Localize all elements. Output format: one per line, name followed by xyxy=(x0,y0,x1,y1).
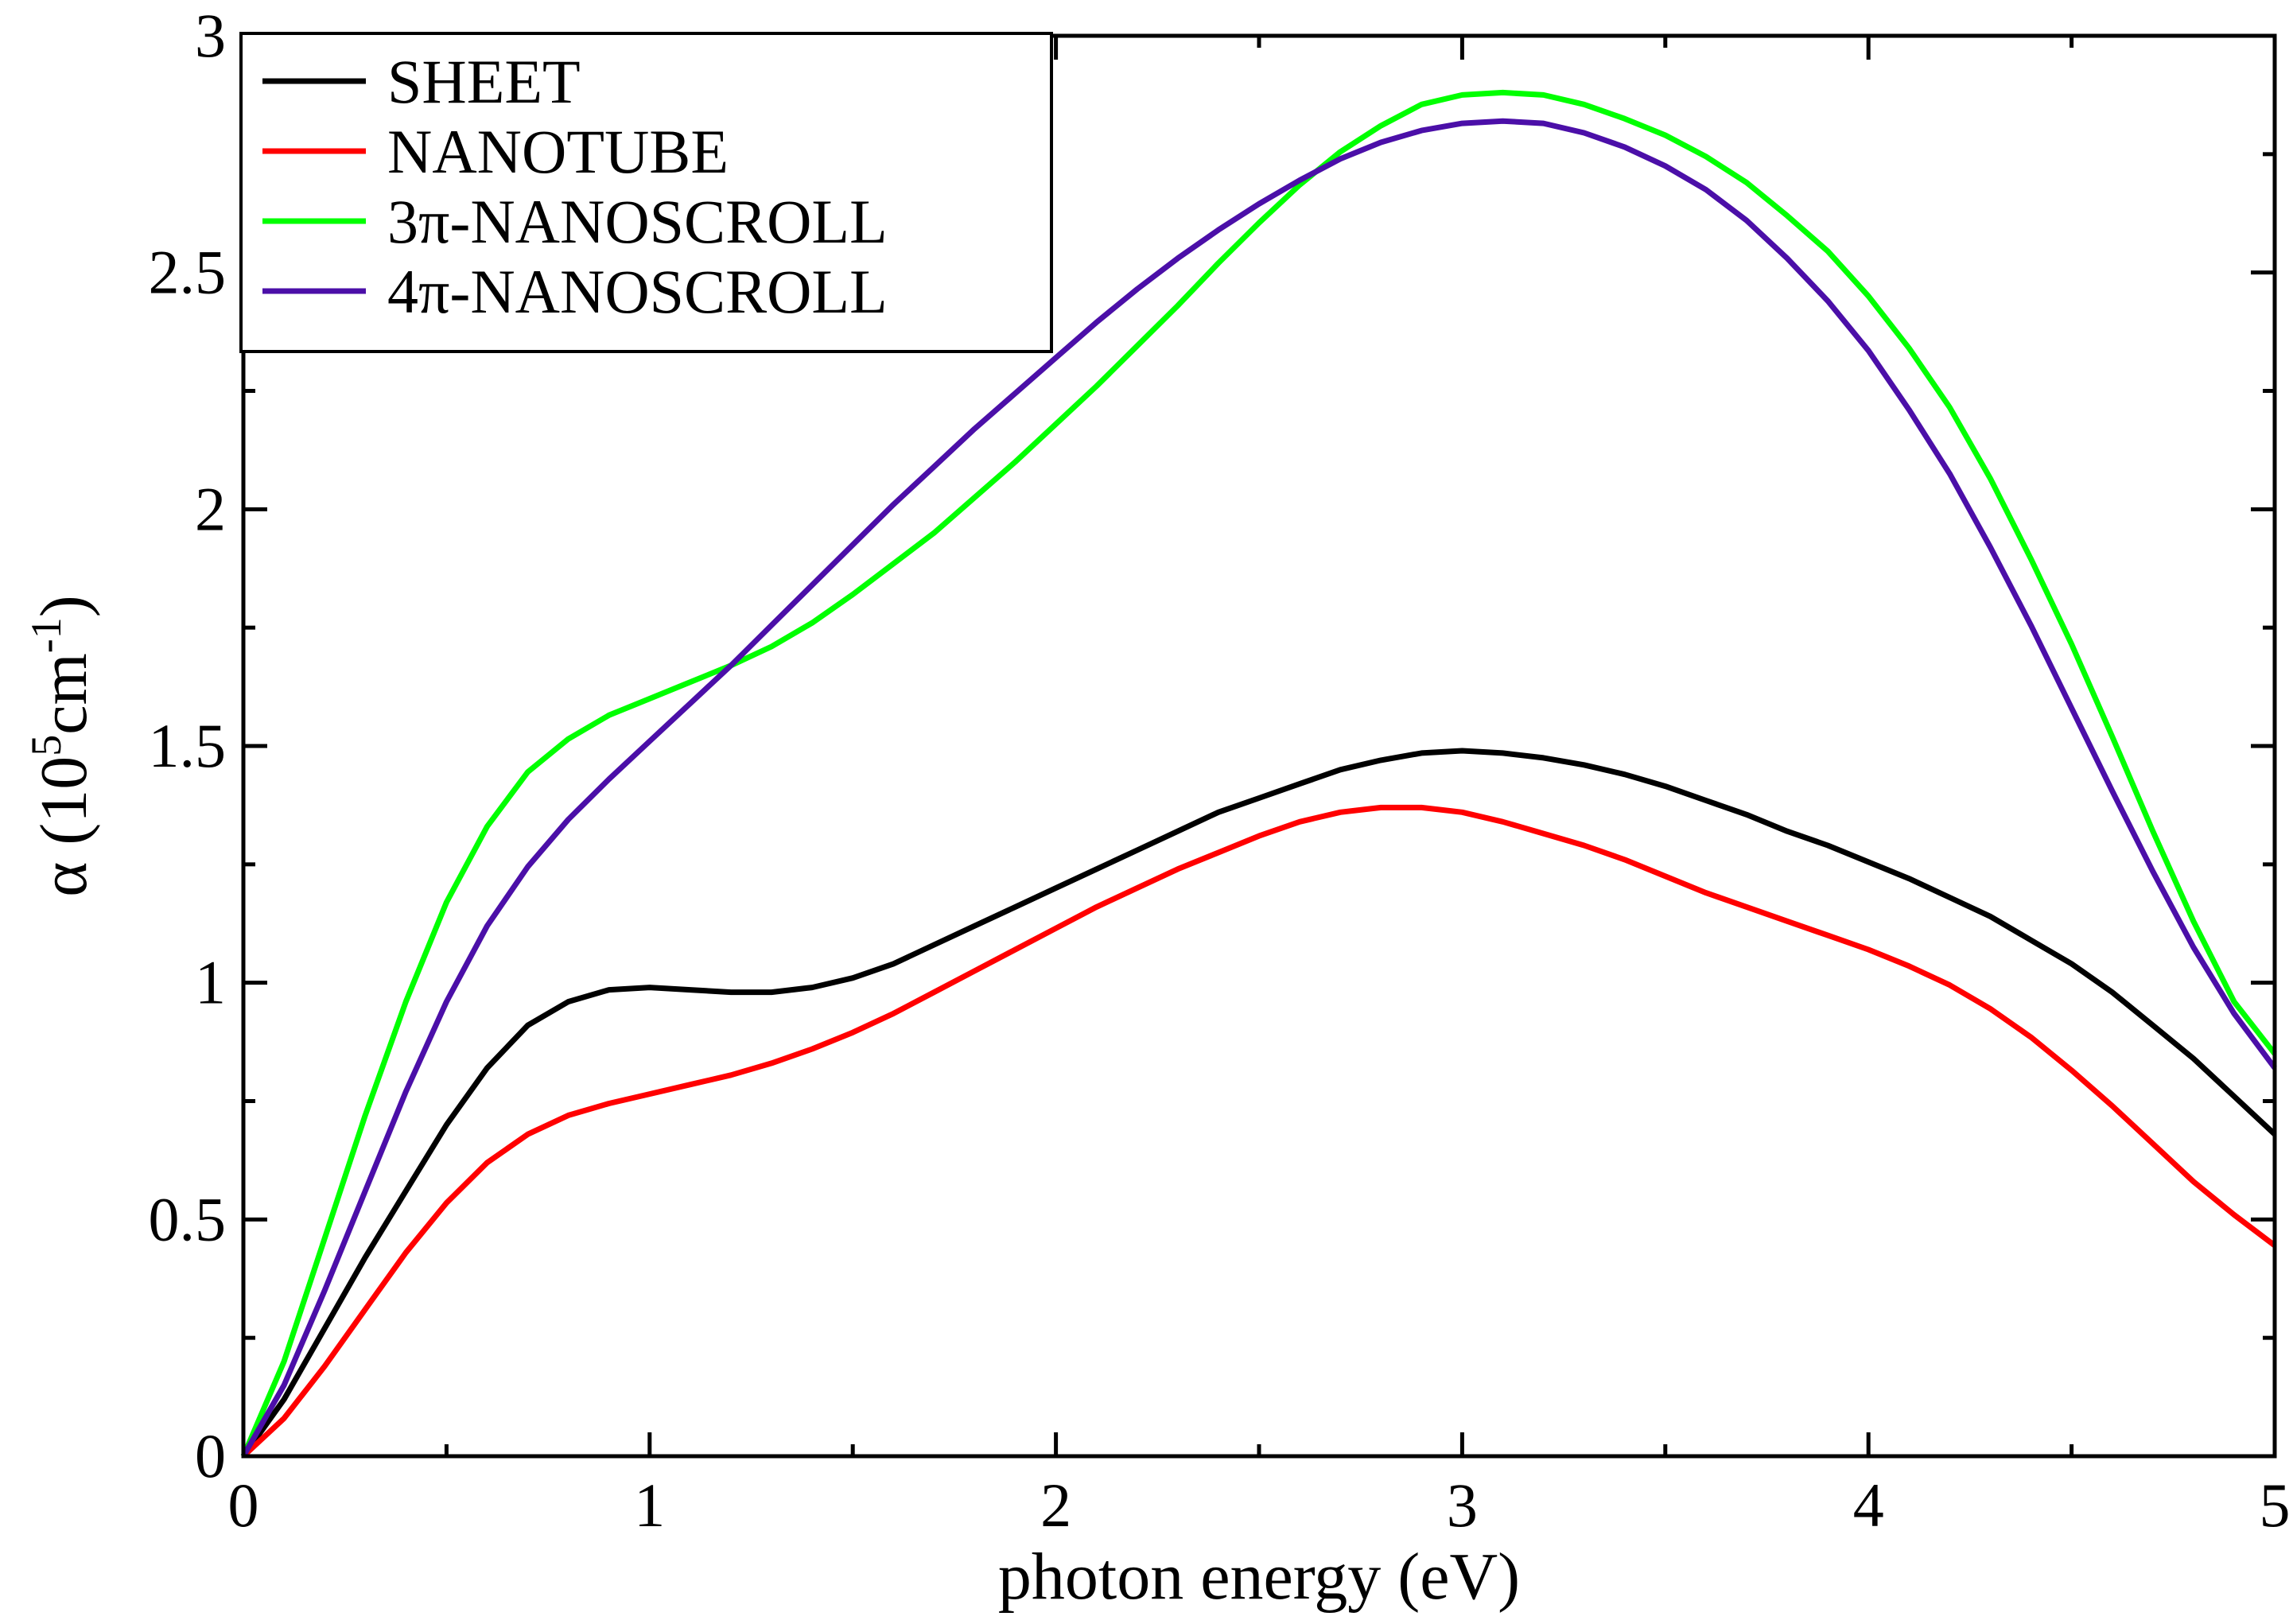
y-tick-label: 3 xyxy=(195,1,226,70)
y-tick-label: 0 xyxy=(195,1421,226,1490)
y-axis-title-prefix: α (10 xyxy=(27,756,101,897)
y-tick-label: 2 xyxy=(195,474,226,543)
y-tick-label: 1.5 xyxy=(149,711,227,780)
y-tick-label: 0.5 xyxy=(149,1184,227,1253)
series-line-sheet xyxy=(241,748,2277,1459)
x-tick-label: 2 xyxy=(1040,1471,1071,1540)
x-tick-label: 0 xyxy=(228,1471,259,1540)
y-tick-label: 1 xyxy=(195,948,226,1017)
series-line-3pi-nanoscroll xyxy=(240,89,2277,1458)
y-axis-title-suffix: ) xyxy=(27,595,101,617)
x-tick-label: 1 xyxy=(634,1471,665,1540)
legend-label-4pi-nanoscroll: 4π-NANOSCROLL xyxy=(387,257,888,326)
y-axis-title-middle: cm xyxy=(27,653,101,735)
y-tick-label: 2.5 xyxy=(149,238,227,307)
y-axis-title-sup1: 5 xyxy=(22,735,70,756)
y-tick-labels: 0 0.5 1 1.5 2 2.5 3 xyxy=(149,1,227,1490)
legend-label-3pi-nanoscroll: 3π-NANOSCROLL xyxy=(387,187,888,256)
legend-box xyxy=(239,32,1053,353)
series-line-4pi-nanoscroll xyxy=(240,118,2277,1458)
legend-label-nanotube: NANOTUBE xyxy=(387,117,729,186)
x-tick-label: 5 xyxy=(2260,1471,2291,1540)
y-axis-title: α (105cm-1) xyxy=(22,595,101,897)
x-axis-title: photon energy (eV) xyxy=(998,1540,1520,1614)
x-tick-labels: 0 1 2 3 4 5 xyxy=(228,1471,2291,1540)
x-tick-label: 4 xyxy=(1853,1471,1884,1540)
x-tick-label: 3 xyxy=(1447,1471,1478,1540)
legend-label-sheet: SHEET xyxy=(387,47,581,116)
series-lines xyxy=(240,89,2277,1459)
series-line-nanotube xyxy=(241,804,2277,1459)
y-axis-title-sup2: -1 xyxy=(22,617,70,653)
